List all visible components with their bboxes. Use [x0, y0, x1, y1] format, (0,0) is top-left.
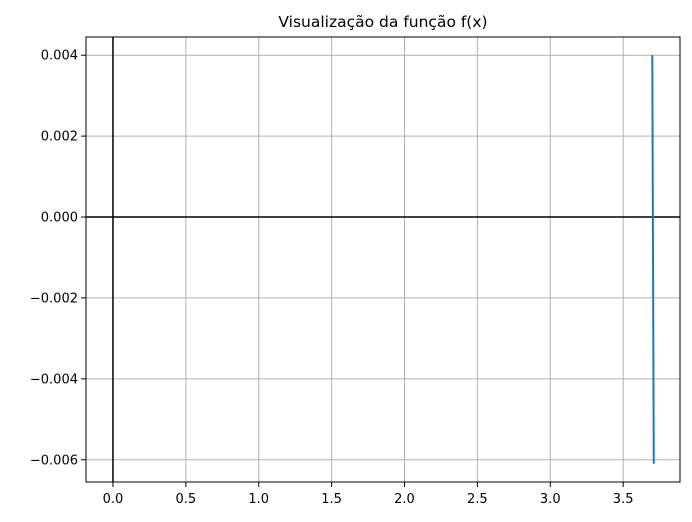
series-lines [651, 55, 655, 464]
series-line [651, 55, 655, 464]
x-tick-label: 1.5 [321, 492, 342, 507]
reference-lines [86, 37, 680, 482]
x-tick-label: 0.0 [103, 492, 124, 507]
y-axis-ticks: 0.004 0.002 0.000 −0.002 −0.004 −0.006 [30, 49, 86, 468]
chart-title: Visualização da função f(x) [278, 13, 487, 31]
x-tick-label: 3.5 [613, 492, 634, 507]
x-tick-label: 2.0 [394, 492, 415, 507]
x-tick-label: 1.0 [248, 492, 269, 507]
y-tick-label: 0.000 [41, 211, 78, 226]
y-tick-label: −0.004 [30, 372, 78, 387]
x-axis-ticks: 0.0 0.5 1.0 1.5 2.0 2.5 3.0 3.5 [103, 482, 634, 507]
y-tick-label: 0.002 [41, 130, 78, 145]
y-tick-label: −0.002 [30, 291, 78, 306]
y-tick-label: −0.006 [30, 453, 78, 468]
grid-lines [86, 37, 680, 482]
y-tick-label: 0.004 [41, 49, 78, 64]
x-tick-label: 3.0 [540, 492, 561, 507]
plot-frame [85, 36, 681, 483]
x-tick-label: 2.5 [467, 492, 488, 507]
x-tick-label: 0.5 [176, 492, 197, 507]
